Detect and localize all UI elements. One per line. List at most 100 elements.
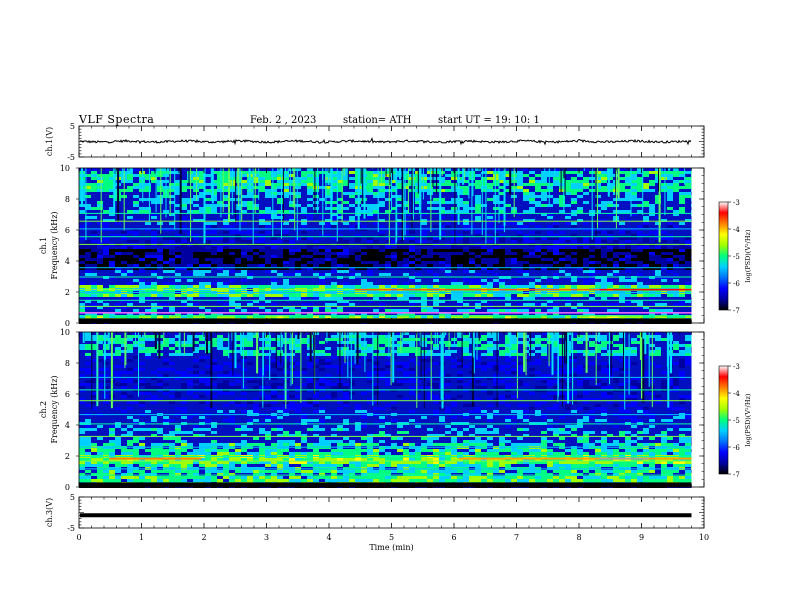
spectrogram-cell <box>541 338 547 341</box>
spectrogram-cell <box>319 222 325 225</box>
sferic-streak <box>548 168 550 205</box>
spectrogram-cell <box>223 374 229 377</box>
spectrogram-cell <box>481 335 487 338</box>
spectrogram-cell <box>265 246 271 249</box>
spectrogram-cell <box>313 177 319 180</box>
sferic-streak <box>254 168 256 214</box>
spectrogram-cell <box>79 368 85 371</box>
spectrogram-cell <box>205 183 211 186</box>
spectrogram-cell <box>385 183 391 186</box>
spectrogram-cell <box>547 183 553 186</box>
spectrogram-cell <box>283 294 289 297</box>
spectrogram-cell <box>385 371 391 374</box>
spectrogram-cell <box>85 371 91 374</box>
spectrogram-cell <box>199 383 205 386</box>
spectrogram-cell <box>271 395 277 398</box>
spectrogram-cell <box>451 365 457 368</box>
spectrogram-cell <box>91 371 97 374</box>
spectrogram-cell <box>241 335 247 338</box>
spectrogram-cell <box>91 395 97 398</box>
spectrogram-cell <box>547 392 553 395</box>
spectrogram-cell <box>181 219 187 222</box>
spectrogram-cell <box>331 267 337 270</box>
spectrogram-cell <box>529 347 535 350</box>
spectrogram-cell <box>679 210 685 213</box>
spectrogram-cell <box>637 282 643 285</box>
spectrogram-cell <box>511 264 517 267</box>
spectrogram-cell <box>433 201 439 204</box>
spectrogram-cell <box>295 186 301 189</box>
spectrogram-cell <box>103 249 109 252</box>
spectrogram-cell <box>379 201 385 204</box>
spectrogram-cell <box>109 258 115 261</box>
spectrogram-cell <box>193 347 199 350</box>
spectrogram-cell <box>139 258 145 261</box>
spectrogram-cell <box>667 258 673 261</box>
spectrogram-cell <box>277 210 283 213</box>
sferic-streak <box>430 168 432 232</box>
spectrogram-cell <box>547 365 553 368</box>
spectrogram-cell <box>541 377 547 380</box>
spectrogram-cell <box>79 237 85 240</box>
spectrogram-cell <box>133 201 139 204</box>
spectrogram-cell <box>523 195 529 198</box>
spectrogram-cell <box>187 294 193 297</box>
spectrogram-cell <box>271 240 277 243</box>
spectrogram-cell <box>493 335 499 338</box>
spectrogram-cell <box>379 177 385 180</box>
spectrogram-cell <box>517 335 523 338</box>
spectrogram-cell <box>97 377 103 380</box>
spectrogram-cell <box>535 267 541 270</box>
spectrogram-cell <box>499 261 505 264</box>
spectrogram-cell <box>343 341 349 344</box>
spectrogram-cell <box>379 338 385 341</box>
spectrogram-cell <box>265 192 271 195</box>
spectrogram-cell <box>619 267 625 270</box>
spectrogram-cell <box>259 174 265 177</box>
spectrogram-cell <box>385 362 391 365</box>
spectrogram-cell <box>487 282 493 285</box>
spectrogram-cell <box>547 189 553 192</box>
spectrogram-cell <box>583 177 589 180</box>
spectrogram-cell <box>655 228 661 231</box>
spectrogram-cell <box>283 180 289 183</box>
spectrogram-cell <box>523 270 529 273</box>
spectrogram-cell <box>217 300 223 303</box>
spectrogram-cell <box>391 258 397 261</box>
spectrogram-cell <box>157 264 163 267</box>
spectrogram-cell <box>655 335 661 338</box>
spectrogram-cell <box>193 234 199 237</box>
spectrogram-cell <box>661 303 667 306</box>
spectrogram-cell <box>487 198 493 201</box>
spectrogram-cell <box>193 249 199 252</box>
spectrogram-cell <box>691 189 692 192</box>
spectrogram-cell <box>493 267 499 270</box>
spectrogram-cell <box>235 404 241 407</box>
spectrogram-cell <box>199 270 205 273</box>
spectrogram-cell <box>289 204 295 207</box>
spectrogram-cell <box>289 273 295 276</box>
spectrogram-cell <box>247 380 253 383</box>
spectrogram-cell <box>577 174 583 177</box>
spectrogram-cell <box>103 186 109 189</box>
spectrogram-cell <box>625 174 631 177</box>
spectrogram-cell <box>403 174 409 177</box>
spectrogram-cell <box>367 401 373 404</box>
spectrogram-cell <box>391 207 397 210</box>
spectrogram-cell <box>145 249 151 252</box>
spectrogram-cell <box>661 389 667 392</box>
spectrogram-cell <box>577 249 583 252</box>
spectrogram-cell <box>445 383 451 386</box>
spectrogram-cell <box>511 362 517 365</box>
spectrogram-cell <box>481 246 487 249</box>
spectrogram-cell <box>529 183 535 186</box>
spectrogram-cell <box>307 398 313 401</box>
spectrogram-cell <box>277 350 283 353</box>
spectrogram-cell <box>523 192 529 195</box>
spectrogram-cell <box>223 353 229 356</box>
spectrogram-cell <box>277 171 283 174</box>
spectrogram-cell <box>211 189 217 192</box>
spectrogram-cell <box>97 249 103 252</box>
spectrogram-cell <box>457 222 463 225</box>
spectrogram-cell <box>457 180 463 183</box>
